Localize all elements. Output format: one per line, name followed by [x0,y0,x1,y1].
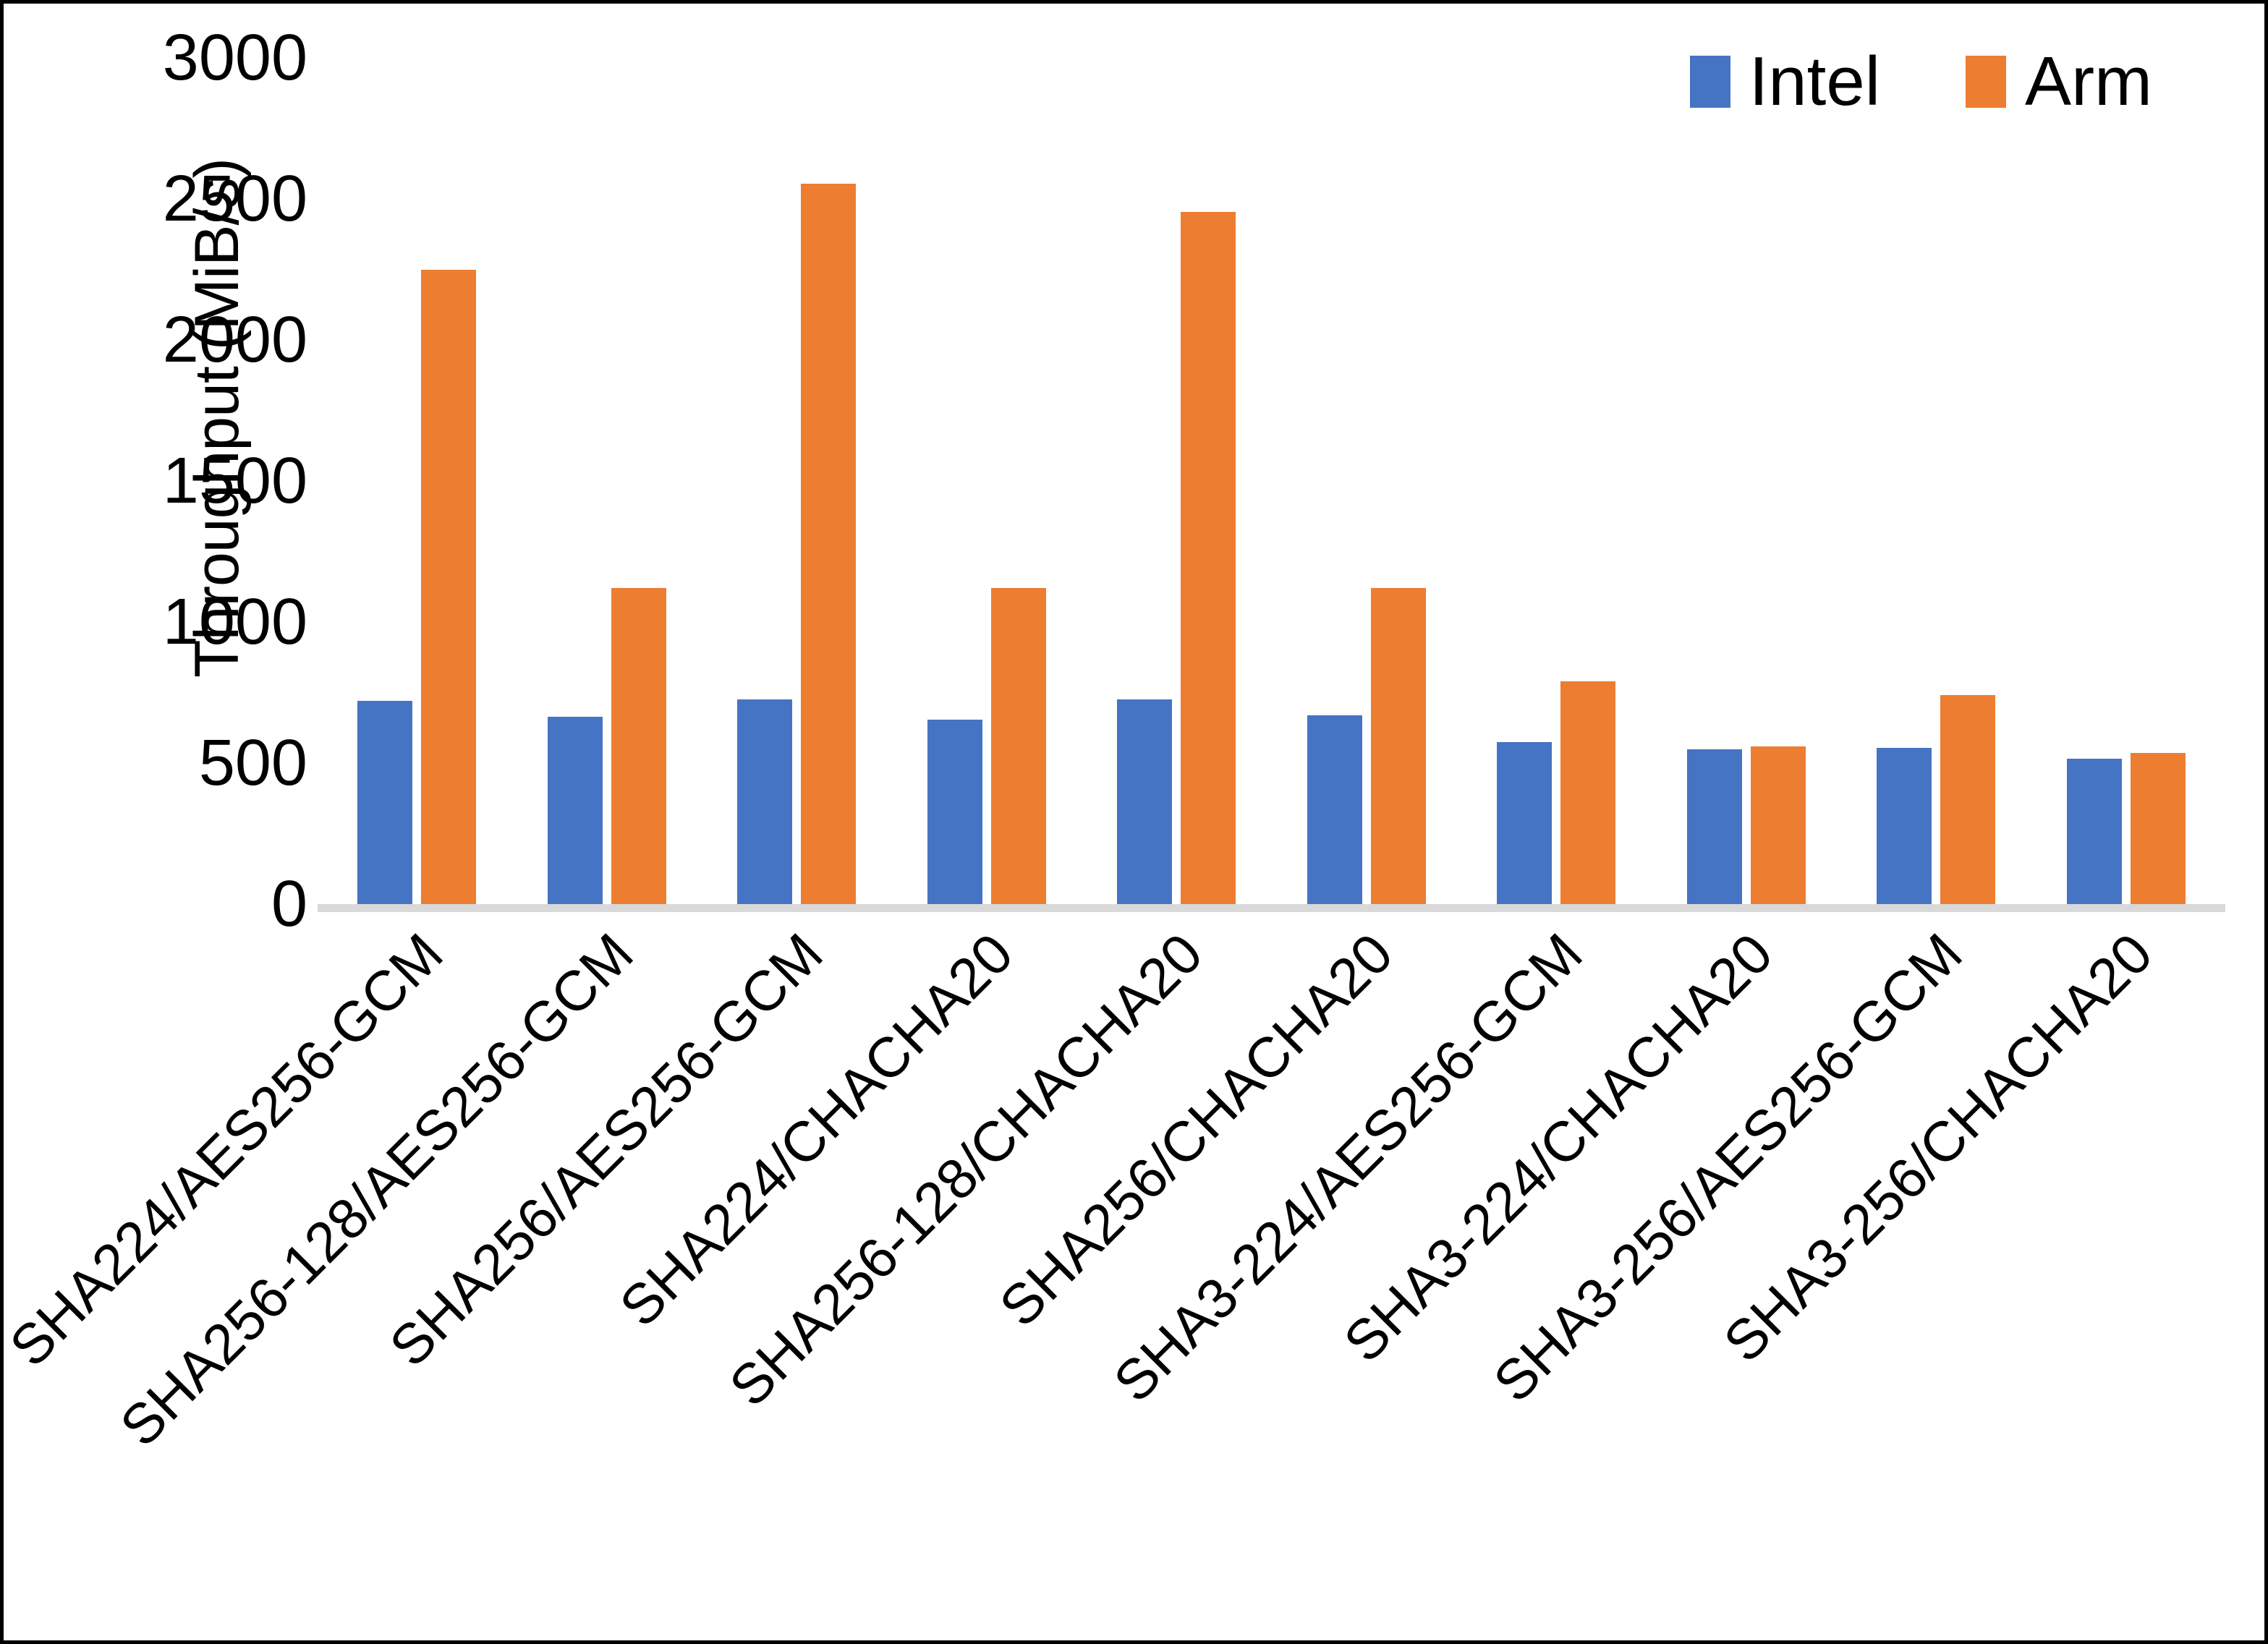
bar-intel[interactable] [547,716,603,904]
bar-intel[interactable] [1307,715,1362,904]
bar-arm[interactable] [1940,695,1996,904]
bar-group [512,58,702,904]
legend: Intel Arm [1689,43,2152,120]
y-axis-tick-label: 1500 [162,445,307,517]
bar-intel[interactable] [1877,747,1932,904]
legend-label: Intel [1749,43,1881,120]
bar-arm[interactable] [801,183,857,904]
bar-arm[interactable] [1560,681,1616,904]
bar-group [2031,58,2222,904]
bar-group [1841,58,2031,904]
y-axis-tick-label: 3000 [162,22,307,94]
bar-arm[interactable] [1181,211,1236,904]
y-axis-tick-label: 0 [271,868,307,940]
y-axis-tick-label: 2000 [162,304,307,376]
legend-swatch-icon [1966,56,2007,108]
legend-swatch-icon [1689,56,1730,108]
bar-arm[interactable] [611,588,666,904]
bar-arm[interactable] [990,588,1046,904]
bar-group [1272,58,1462,904]
y-axis-tick-label: 2500 [162,163,307,235]
bar-intel[interactable] [2066,759,2122,904]
y-axis-tick-label: 1000 [162,586,307,658]
bar-group [892,58,1082,904]
bar-arm[interactable] [1750,746,1806,904]
legend-label: Arm [2025,43,2152,120]
bar-arm[interactable] [2130,753,2186,904]
bar-arm[interactable] [1370,588,1426,904]
bar-group [1461,58,1652,904]
bar-group [1082,58,1272,904]
y-axis-tick-label: 500 [198,727,307,799]
x-axis-label-slot: SHA3-256/CHACHA20 [1711,916,2222,1466]
bar-arm[interactable] [421,269,477,904]
bar-intel[interactable] [357,701,413,904]
bar-group [322,58,512,904]
bar-intel[interactable] [1497,741,1553,904]
bar-intel[interactable] [737,699,793,904]
legend-entry-intel[interactable]: Intel [1689,43,1881,120]
plot-area [318,58,2225,912]
y-axis-tick-labels: 0 500 1000 1500 2000 2500 3000 [69,4,307,937]
bar-group [702,58,892,904]
legend-entry-arm[interactable]: Arm [1966,47,2152,116]
bar-group [1652,58,1842,904]
bar-intel[interactable] [1117,699,1173,904]
x-axis-baseline [318,904,2225,912]
bar-groups [322,58,2221,904]
bar-intel[interactable] [1686,749,1742,904]
x-axis-tick-labels: SHA224/AES256-GCM SHA256-128/AES256-GCM SH… [4,916,2222,1466]
bar-intel[interactable] [927,719,982,904]
